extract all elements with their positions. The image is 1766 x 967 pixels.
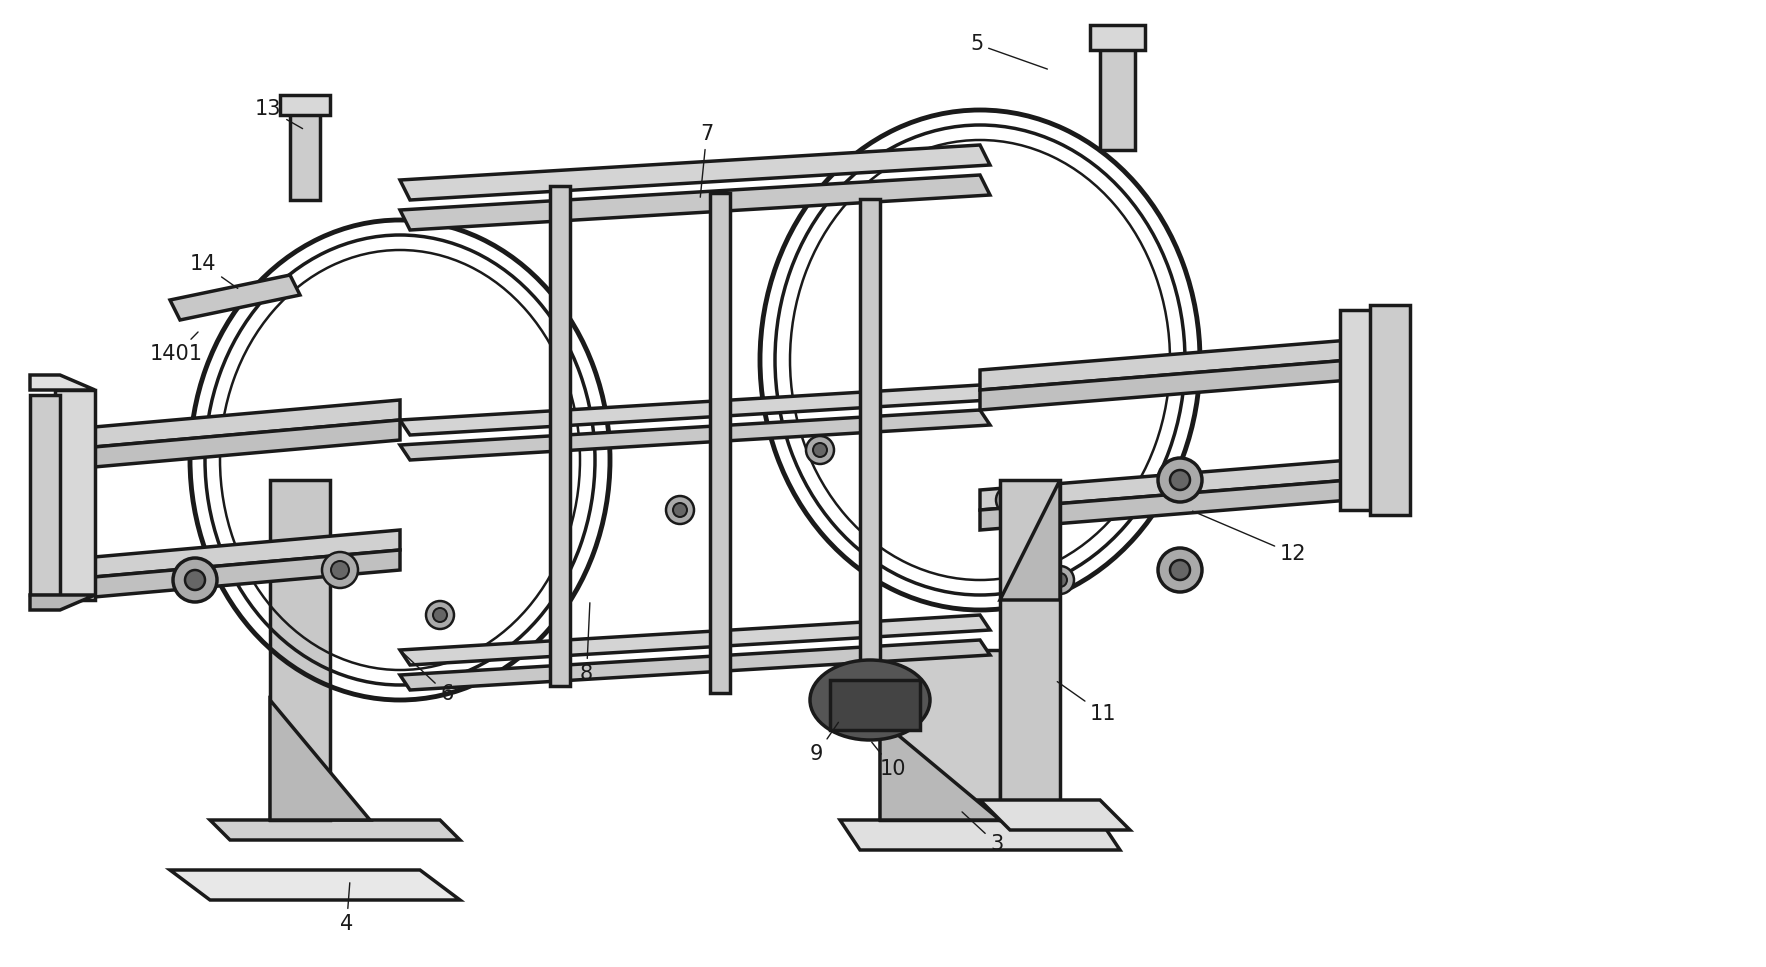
- Polygon shape: [401, 385, 991, 435]
- Text: 4: 4: [341, 883, 353, 934]
- Polygon shape: [401, 640, 991, 690]
- Text: 1401: 1401: [150, 332, 203, 364]
- Polygon shape: [1370, 305, 1409, 515]
- Polygon shape: [710, 192, 729, 692]
- Text: 13: 13: [254, 99, 302, 129]
- Polygon shape: [841, 820, 1120, 850]
- Polygon shape: [270, 480, 330, 820]
- Circle shape: [666, 496, 694, 524]
- Circle shape: [426, 601, 454, 629]
- Text: 3: 3: [962, 812, 1003, 854]
- Polygon shape: [860, 199, 879, 699]
- Circle shape: [1053, 573, 1067, 587]
- Polygon shape: [1000, 480, 1060, 820]
- Polygon shape: [980, 360, 1349, 410]
- Circle shape: [321, 552, 358, 588]
- Circle shape: [1158, 458, 1203, 502]
- Polygon shape: [980, 800, 1130, 830]
- Polygon shape: [1000, 480, 1060, 600]
- Circle shape: [1003, 493, 1017, 507]
- Polygon shape: [290, 100, 320, 200]
- Circle shape: [996, 486, 1024, 514]
- Circle shape: [1158, 548, 1203, 592]
- Circle shape: [1171, 470, 1190, 490]
- Polygon shape: [1340, 310, 1400, 510]
- Polygon shape: [60, 420, 401, 470]
- Circle shape: [673, 503, 687, 517]
- Polygon shape: [60, 550, 401, 600]
- Circle shape: [330, 561, 350, 579]
- Text: 5: 5: [970, 34, 1047, 69]
- Polygon shape: [1090, 25, 1144, 50]
- Circle shape: [805, 436, 834, 464]
- Polygon shape: [1100, 30, 1136, 150]
- Text: 12: 12: [1192, 512, 1307, 564]
- Polygon shape: [55, 390, 95, 600]
- Circle shape: [173, 558, 217, 602]
- Polygon shape: [170, 870, 459, 900]
- Polygon shape: [980, 460, 1349, 510]
- Polygon shape: [170, 275, 300, 320]
- Polygon shape: [210, 820, 459, 840]
- Text: 11: 11: [1058, 682, 1116, 724]
- Polygon shape: [549, 187, 570, 687]
- Circle shape: [185, 570, 205, 590]
- Text: 10: 10: [872, 742, 906, 779]
- Polygon shape: [60, 530, 401, 580]
- Polygon shape: [401, 410, 991, 460]
- Polygon shape: [879, 720, 1000, 820]
- Polygon shape: [980, 340, 1349, 390]
- Circle shape: [812, 443, 826, 457]
- Text: 14: 14: [191, 254, 238, 288]
- Circle shape: [433, 608, 447, 622]
- Polygon shape: [830, 680, 920, 730]
- Polygon shape: [281, 95, 330, 115]
- Circle shape: [1045, 566, 1074, 594]
- Polygon shape: [270, 700, 371, 820]
- Text: 7: 7: [699, 124, 713, 197]
- Polygon shape: [401, 615, 991, 665]
- Polygon shape: [980, 480, 1349, 530]
- Ellipse shape: [811, 660, 931, 740]
- Polygon shape: [30, 375, 95, 390]
- Circle shape: [1171, 560, 1190, 580]
- Polygon shape: [401, 145, 991, 200]
- Polygon shape: [401, 175, 991, 230]
- Polygon shape: [30, 595, 95, 610]
- Text: 9: 9: [811, 722, 839, 764]
- Polygon shape: [60, 400, 401, 450]
- Polygon shape: [30, 395, 60, 595]
- Text: 6: 6: [403, 652, 454, 704]
- Polygon shape: [879, 650, 1000, 820]
- Text: 8: 8: [579, 602, 593, 684]
